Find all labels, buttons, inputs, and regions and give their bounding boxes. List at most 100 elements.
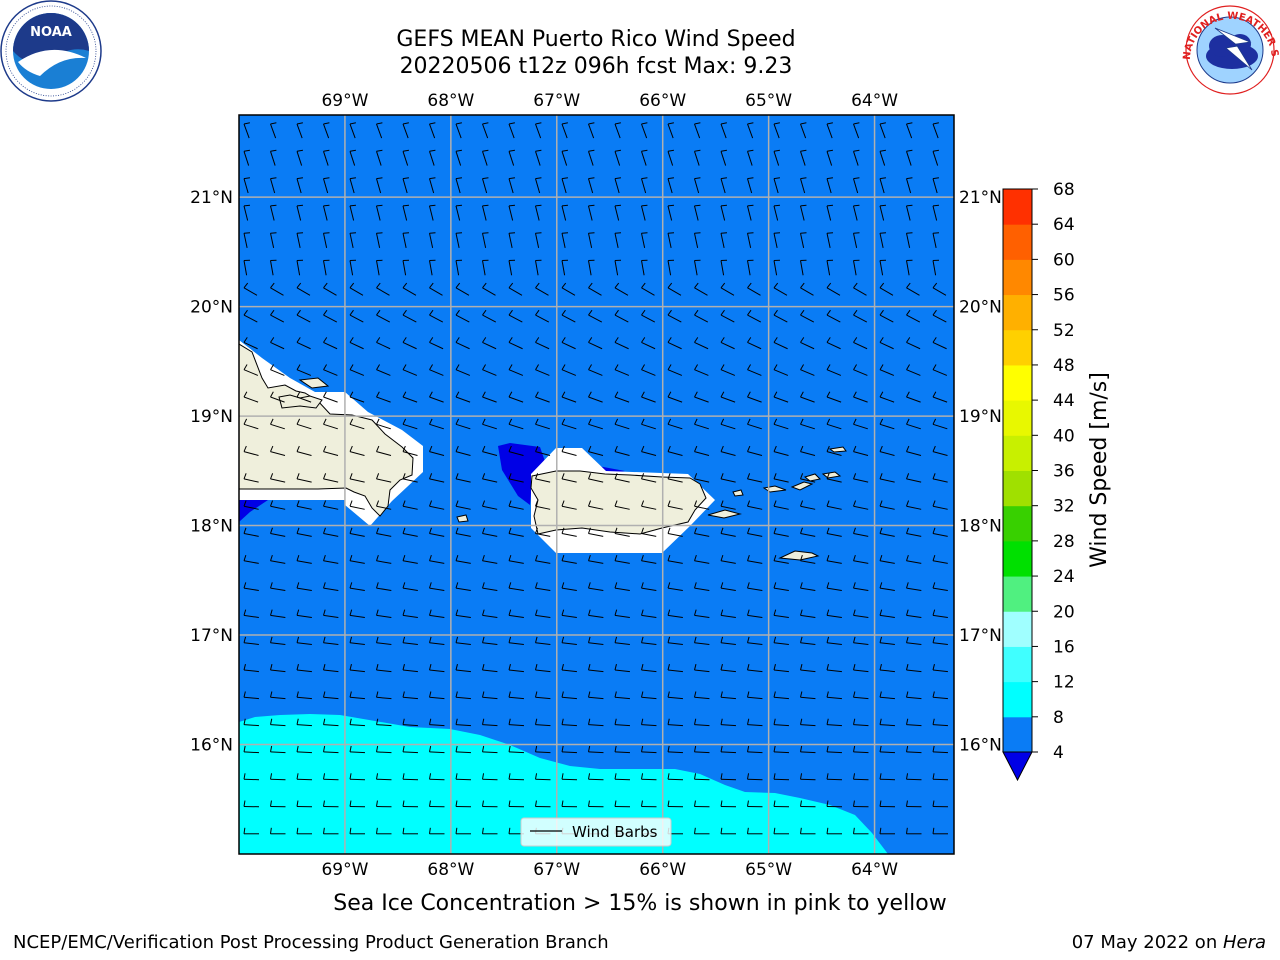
wind-barb [906, 309, 921, 323]
wind-barb [614, 232, 622, 248]
wind-barb [296, 282, 311, 296]
wind-barb [323, 827, 339, 835]
wind-barb [641, 554, 657, 564]
wind-band-below-4 [498, 443, 548, 505]
wind-barb [641, 122, 648, 139]
wind-barb [614, 122, 621, 139]
wind-barb [614, 473, 630, 483]
wind-barb [376, 149, 383, 166]
wind-barb [376, 337, 391, 350]
wind-barb [694, 309, 709, 323]
wind-barb [296, 177, 304, 194]
wind-barb [402, 827, 418, 835]
colorbar-tick-label: 32 [1053, 497, 1075, 517]
wind-barb [667, 232, 675, 248]
wind-barb [826, 177, 834, 194]
wind-barb [879, 800, 896, 808]
wind-barb [932, 664, 948, 673]
wind-barb [800, 554, 816, 564]
wind-barb [800, 500, 816, 510]
wind-barb [349, 445, 365, 456]
wind-barb [641, 718, 657, 727]
wind-barb [879, 391, 895, 403]
lat-tick-label: 19°N [190, 407, 233, 427]
wind-barb [455, 582, 471, 591]
wind-barb [270, 691, 286, 700]
wind-barb [932, 282, 947, 296]
wind-barb [588, 309, 603, 323]
colorbar-segment [1003, 611, 1032, 647]
wind-barb [879, 364, 895, 376]
wind-barb [773, 500, 789, 510]
wind-barb [694, 282, 708, 296]
colorbar-tick-label: 60 [1053, 250, 1075, 270]
wind-barb [508, 418, 524, 430]
wind-barb [349, 500, 365, 510]
wind-barb [376, 800, 392, 808]
wind-barb [588, 500, 604, 510]
colorbar-segment [1003, 400, 1032, 436]
lon-tick-label: 68°W [427, 91, 474, 111]
wind-barb [879, 636, 895, 646]
wind-barb [588, 527, 604, 537]
wind-barb [747, 418, 762, 430]
wind-barb [482, 391, 497, 403]
wind-barb [482, 827, 498, 835]
wind-barb [800, 691, 816, 700]
wind-barb [349, 664, 365, 673]
wind-barb [296, 259, 304, 276]
wind-barb [614, 337, 629, 350]
wind-barb [508, 149, 515, 166]
wind-barb [455, 664, 471, 673]
wind-barb [853, 636, 869, 646]
wind-barb [720, 445, 736, 456]
wind-barb [296, 309, 311, 323]
wind-barb [641, 391, 656, 403]
wind-barb [747, 691, 763, 700]
wind-barb [853, 473, 869, 483]
wind-barb [323, 149, 330, 166]
wind-barb [402, 445, 418, 456]
wind-barb [826, 122, 833, 139]
wind-barb [296, 636, 312, 646]
colorbar-tick-label: 16 [1053, 637, 1075, 657]
wind-barb [720, 204, 728, 221]
wind-barb [879, 691, 895, 700]
land-mona-island [456, 514, 469, 523]
wind-barb [429, 282, 443, 296]
legend-label: Wind Barbs [572, 823, 658, 841]
wind-barb [349, 309, 364, 323]
wind-barb [270, 745, 286, 754]
wind-barb [694, 636, 710, 646]
wind-barb [826, 609, 842, 618]
wind-barb [349, 609, 365, 618]
wind-barb [853, 664, 869, 673]
wind-barb [826, 745, 843, 754]
wind-barb [932, 473, 948, 483]
wind-barb [243, 337, 258, 350]
wind-barb [588, 582, 604, 591]
wind-barb [932, 609, 948, 618]
footer-date: 07 May 2022 on Hera [1072, 932, 1266, 953]
wind-barb [879, 773, 896, 781]
wind-barb [906, 204, 913, 221]
wind-barb [800, 259, 807, 276]
wind-barb [323, 554, 339, 564]
wind-barb [773, 391, 789, 403]
wind-barb [561, 149, 568, 166]
wind-barb [376, 418, 391, 430]
wind-barb [508, 554, 524, 564]
wind-barb [429, 149, 436, 166]
wind-barb [667, 773, 684, 781]
wind-barb [932, 554, 948, 564]
colorbar-tick-label: 4 [1053, 743, 1064, 763]
wind-barb [296, 418, 312, 430]
wind-barb [243, 282, 258, 296]
wind-barb [376, 527, 392, 537]
wind-barb [429, 554, 445, 564]
wind-barb [535, 609, 551, 618]
wind-barb [429, 445, 445, 456]
wind-barb [402, 500, 418, 510]
wind-barb [641, 337, 656, 350]
wind-barb [773, 664, 789, 673]
